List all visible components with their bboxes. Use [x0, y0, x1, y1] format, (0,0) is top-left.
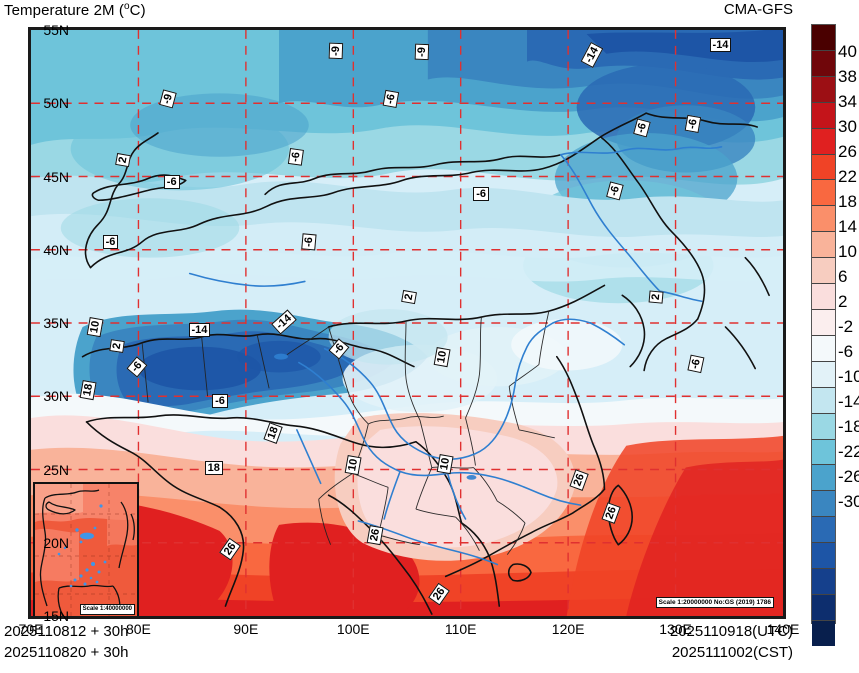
- lat-tick-30N: 30N: [43, 388, 69, 405]
- colorbar-swatch: [812, 413, 835, 440]
- lat-tick-25N: 25N: [43, 461, 69, 478]
- colorbar-tick--10: -10: [838, 366, 859, 386]
- colorbar-swatch: [812, 491, 835, 518]
- valid-time-utc: 2025110918(UTC): [669, 623, 793, 640]
- colorbar-tick-30: 30: [838, 116, 857, 136]
- map-canvas: [31, 30, 783, 616]
- lon-tick-100E: 100E: [336, 621, 370, 637]
- lat-tick-45N: 45N: [43, 168, 69, 185]
- colorbar-tick--26: -26: [838, 466, 859, 486]
- colorbar-tick-34: 34: [838, 91, 857, 111]
- colorbar-tick-38: 38: [838, 66, 857, 86]
- contour-label: -6: [288, 148, 305, 167]
- colorbar-tick-40: 40: [838, 41, 857, 61]
- colorbar-swatch: [812, 128, 835, 155]
- contour-label: -9: [328, 42, 344, 59]
- lon-tick-70E: 70E: [18, 621, 44, 637]
- lon-tick-90E: 90E: [233, 621, 259, 637]
- contour-label: 26: [366, 525, 384, 546]
- inset-canvas: [35, 484, 137, 616]
- colorbar-swatch: [812, 258, 835, 285]
- colorbar[interactable]: [811, 24, 836, 646]
- valid-time-cst: 2025111002(CST): [671, 644, 793, 661]
- colorbar-swatch: [812, 620, 835, 646]
- colorbar-swatch: [812, 232, 835, 259]
- init-time-cst: 2025110820 + 30h: [4, 644, 129, 661]
- south-china-sea-inset[interactable]: Scale 1:40000000: [33, 482, 139, 616]
- page-title: Temperature 2M (oC): [4, 1, 146, 19]
- lat-tick-40N: 40N: [43, 241, 69, 258]
- contour-label: -6: [473, 187, 489, 202]
- contour-label: 18: [204, 461, 223, 476]
- colorbar-tick-22: 22: [838, 166, 857, 186]
- lon-tick-110E: 110E: [444, 621, 477, 637]
- lat-tick-55N: 55N: [43, 22, 69, 38]
- contour-label: -6: [301, 233, 317, 251]
- contour-label: -6: [102, 235, 119, 250]
- temperature-map[interactable]: -9 -9 -14 -14 -9 -6 -6 -6 2 -6 -6 -6 -6 -6 -6 2 2 10 -14 -1…: [28, 27, 786, 619]
- colorbar-swatch: [812, 517, 835, 544]
- colorbar-tick--2: -2: [838, 316, 854, 336]
- colorbar-tick-2: 2: [838, 291, 848, 311]
- contour-label: 2: [401, 289, 418, 304]
- colorbar-swatch: [812, 387, 835, 414]
- contour-label: -6: [684, 114, 701, 133]
- colorbar-swatch: [812, 594, 835, 621]
- colorbar-swatch: [812, 361, 835, 388]
- colorbar-tick--18: -18: [838, 416, 859, 436]
- colorbar-swatch: [812, 284, 835, 310]
- contour-label: -6: [212, 393, 228, 408]
- colorbar-tick--6: -6: [838, 341, 854, 361]
- colorbar-swatch: [812, 543, 835, 570]
- map-scale-label: Scale 1:20000000 No:GS (2019) 1786: [655, 597, 774, 608]
- colorbar-swatch: [812, 50, 835, 77]
- colorbar-tick--22: -22: [838, 441, 859, 461]
- contour-label: 10: [436, 453, 454, 474]
- colorbar-tick-14: 14: [838, 216, 857, 236]
- colorbar-swatch: [812, 102, 835, 129]
- lon-tick-120E: 120E: [551, 621, 585, 637]
- contour-label: -14: [709, 37, 732, 52]
- colorbar-swatch: [812, 465, 835, 492]
- init-time-utc: 2025110812 + 30h: [4, 623, 129, 640]
- colorbar-tick-26: 26: [838, 141, 857, 161]
- lat-tick-50N: 50N: [43, 95, 69, 112]
- colorbar-swatch: [812, 309, 835, 336]
- lat-tick-15N: 15N: [43, 608, 69, 624]
- lon-tick-80E: 80E: [125, 621, 151, 637]
- model-label: CMA-GFS: [723, 1, 793, 18]
- contour-label: 2: [109, 339, 125, 354]
- colorbar-swatch: [812, 76, 835, 103]
- colorbar-tick-6: 6: [838, 266, 848, 286]
- colorbar-tick-18: 18: [838, 191, 857, 211]
- contour-label: 2: [649, 289, 665, 304]
- colorbar-swatch: [812, 154, 835, 181]
- colorbar-swatch: [812, 25, 835, 51]
- lat-tick-20N: 20N: [43, 534, 69, 551]
- colorbar-swatch: [812, 569, 835, 595]
- colorbar-swatch: [812, 206, 835, 233]
- colorbar-swatch: [812, 335, 835, 362]
- colorbar-swatch: [812, 180, 835, 207]
- colorbar-tick--14: -14: [838, 391, 859, 411]
- colorbar-tick-10: 10: [838, 241, 857, 261]
- colorbar-tick--30: -30: [838, 491, 859, 511]
- contour-label: -14: [188, 323, 211, 338]
- lat-tick-35N: 35N: [43, 315, 69, 331]
- inset-scale-label: Scale 1:40000000: [79, 604, 135, 615]
- contour-label: -9: [414, 43, 430, 61]
- contour-label: -6: [163, 175, 180, 190]
- contour-label: -6: [382, 89, 400, 108]
- lon-tick-140E: 140E: [766, 621, 800, 637]
- colorbar-swatch: [812, 439, 835, 466]
- lon-tick-130E: 130E: [659, 621, 692, 637]
